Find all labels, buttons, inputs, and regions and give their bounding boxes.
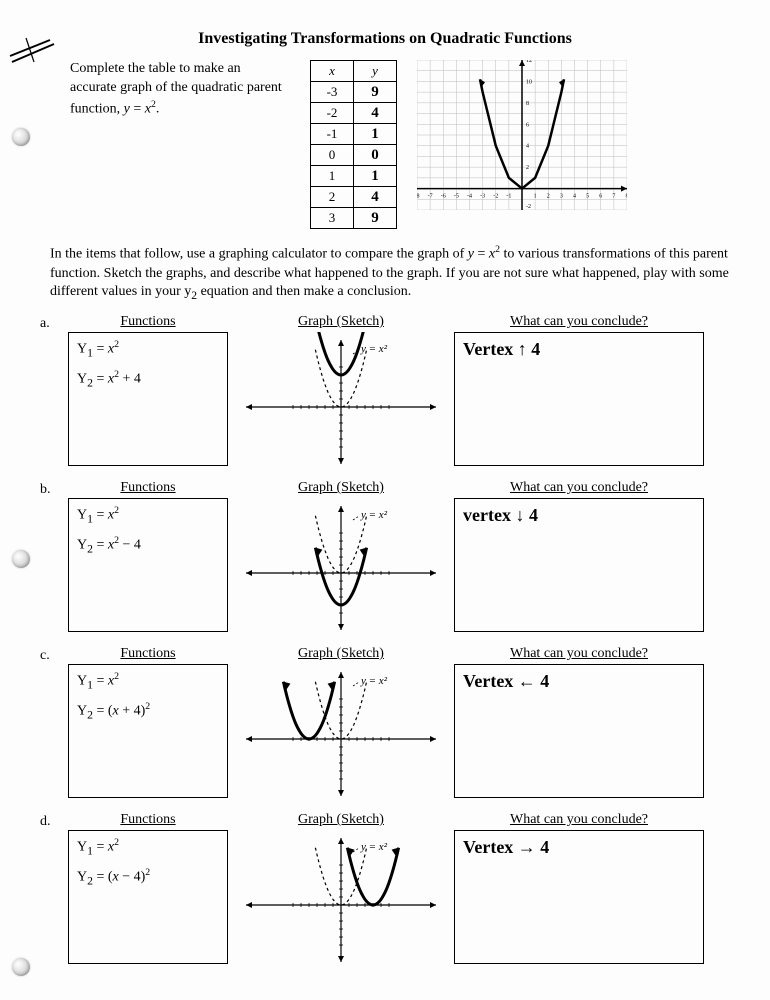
svg-text:6: 6	[599, 194, 602, 200]
item-row: b. Functions Y1 = x2 Y2 = x2 − 4 Graph (S…	[0, 476, 770, 642]
col-head-conclude: What can you conclude?	[454, 646, 704, 662]
conclusion-box: Vertex ↑ 4	[454, 332, 704, 466]
table-cell: 0	[311, 145, 354, 166]
col-head-sketch: Graph (Sketch)	[236, 480, 446, 496]
svg-text:7: 7	[612, 194, 615, 200]
staple-mark	[8, 36, 58, 66]
y1-text: Y1 = x2	[77, 339, 219, 359]
col-head-functions: Functions	[68, 812, 228, 828]
table-cell: -3	[311, 82, 354, 103]
table-cell: -2	[311, 103, 354, 124]
col-head-sketch: Graph (Sketch)	[236, 314, 446, 330]
table-cell: 9	[354, 82, 397, 103]
y2-text: Y2 = x2 + 4	[77, 369, 219, 389]
punch-hole	[12, 550, 30, 568]
item-row: d. Functions Y1 = x2 Y2 = (x − 4)2 Graph …	[0, 808, 770, 974]
table-header-x: x	[311, 61, 354, 82]
table-cell: 3	[311, 208, 354, 229]
conclusion-box: Vertex ← 4	[454, 664, 704, 798]
parent-graph: -8-7-6-5-4-3-2-11234567824681012-2	[417, 60, 627, 210]
table-cell: 9	[354, 208, 397, 229]
item-label: c.	[40, 646, 60, 664]
table-cell: 4	[354, 103, 397, 124]
y2-text: Y2 = (x + 4)2	[77, 701, 219, 721]
svg-text:12: 12	[526, 60, 532, 64]
svg-text:-7: -7	[428, 194, 433, 200]
svg-text:8: 8	[526, 101, 529, 107]
svg-text:-1: -1	[506, 194, 511, 200]
col-head-conclude: What can you conclude?	[454, 812, 704, 828]
table-cell: -1	[311, 124, 354, 145]
item-row: a. Functions Y1 = x2 Y2 = x2 + 4 Graph (S…	[0, 310, 770, 476]
y1-text: Y1 = x2	[77, 837, 219, 857]
table-header-y: y	[354, 61, 397, 82]
svg-text:2: 2	[526, 165, 529, 171]
punch-hole	[12, 958, 30, 976]
functions-box: Y1 = x2 Y2 = x2 + 4	[68, 332, 228, 466]
table-cell: 0	[354, 145, 397, 166]
item-row: c. Functions Y1 = x2 Y2 = (x + 4)2 Graph …	[0, 642, 770, 808]
functions-box: Y1 = x2 Y2 = x2 − 4	[68, 498, 228, 632]
y2-text: Y2 = (x − 4)2	[77, 867, 219, 887]
svg-text:6: 6	[526, 122, 529, 128]
sketch-graph: y = x²	[236, 830, 446, 970]
conclusion-box: vertex ↓ 4	[454, 498, 704, 632]
top-section: Complete the table to make an accurate g…	[0, 60, 770, 229]
col-head-functions: Functions	[68, 480, 228, 496]
instructions-paragraph: In the items that follow, use a graphing…	[0, 229, 770, 310]
svg-text:-2: -2	[493, 194, 498, 200]
svg-text:4: 4	[573, 194, 576, 200]
sketch-graph: y = x²	[236, 664, 446, 804]
svg-text:-8: -8	[417, 194, 420, 200]
svg-text:y = x²: y = x²	[360, 509, 388, 521]
item-label: d.	[40, 812, 60, 830]
item-label: b.	[40, 480, 60, 498]
table-cell: 1	[354, 166, 397, 187]
svg-text:8: 8	[626, 194, 628, 200]
svg-text:2: 2	[547, 194, 550, 200]
svg-text:5: 5	[586, 194, 589, 200]
sketch-graph: y = x²	[236, 498, 446, 638]
svg-text:-4: -4	[467, 194, 472, 200]
y2-text: Y2 = x2 − 4	[77, 535, 219, 555]
col-head-functions: Functions	[68, 314, 228, 330]
svg-text:-6: -6	[441, 194, 446, 200]
col-head-sketch: Graph (Sketch)	[236, 646, 446, 662]
intro-text: Complete the table to make an accurate g…	[70, 60, 290, 119]
table-cell: 1	[354, 124, 397, 145]
y1-text: Y1 = x2	[77, 671, 219, 691]
conclusion-box: Vertex → 4	[454, 830, 704, 964]
table-cell: 1	[311, 166, 354, 187]
svg-text:-2: -2	[526, 204, 531, 210]
punch-hole	[12, 128, 30, 146]
y1-text: Y1 = x2	[77, 505, 219, 525]
item-label: a.	[40, 314, 60, 332]
svg-text:10: 10	[526, 79, 532, 85]
table-cell: 2	[311, 187, 354, 208]
svg-text:-5: -5	[454, 194, 459, 200]
svg-text:4: 4	[526, 144, 529, 150]
col-head-functions: Functions	[68, 646, 228, 662]
table-cell: 4	[354, 187, 397, 208]
functions-box: Y1 = x2 Y2 = (x − 4)2	[68, 830, 228, 964]
svg-text:y = x²: y = x²	[360, 343, 388, 355]
col-head-conclude: What can you conclude?	[454, 480, 704, 496]
svg-text:y = x²: y = x²	[360, 675, 388, 687]
col-head-sketch: Graph (Sketch)	[236, 812, 446, 828]
col-head-conclude: What can you conclude?	[454, 314, 704, 330]
value-table: x y -39 -24 -11 00 11 24 39	[310, 60, 397, 229]
svg-text:1: 1	[534, 194, 537, 200]
functions-box: Y1 = x2 Y2 = (x + 4)2	[68, 664, 228, 798]
svg-text:y = x²: y = x²	[360, 841, 388, 853]
svg-text:3: 3	[560, 194, 563, 200]
page-title: Investigating Transformations on Quadrat…	[0, 30, 770, 48]
sketch-graph: y = x²	[236, 332, 446, 472]
svg-text:-3: -3	[480, 194, 485, 200]
